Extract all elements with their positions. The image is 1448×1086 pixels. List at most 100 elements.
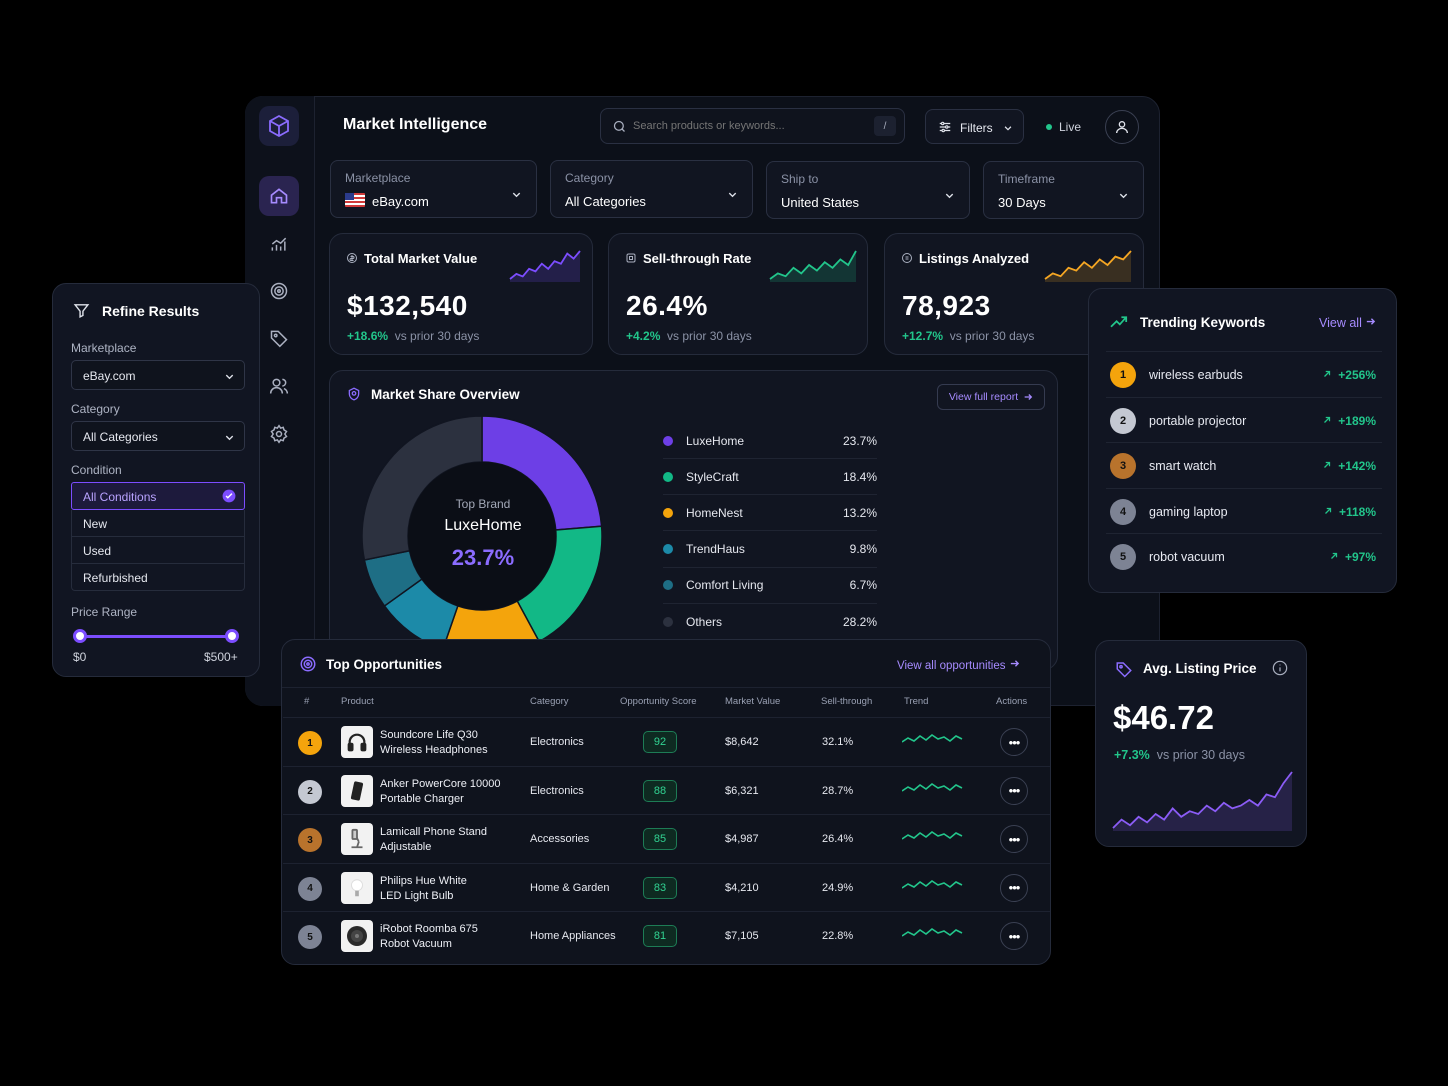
product-name-line1: Philips Hue White <box>380 874 467 887</box>
condition-label: All Conditions <box>83 490 157 504</box>
list-icon <box>902 253 912 263</box>
ship-to-select[interactable]: Ship to United States <box>766 161 970 219</box>
legend-item: HomeNest 13.2% <box>663 495 877 532</box>
keyword-item[interactable]: 3 smart watch +142% <box>1106 442 1382 488</box>
opportunities-title: Top Opportunities <box>326 657 442 672</box>
target-icon[interactable] <box>259 271 299 311</box>
more-actions-button[interactable]: ••• <box>1000 728 1028 756</box>
kpi-card-market-value: Total Market Value $132,540 +18.6% vs pr… <box>329 233 593 355</box>
legend-swatch <box>663 544 673 555</box>
live-dot <box>1046 124 1052 130</box>
arrow-right-icon <box>1024 394 1033 400</box>
kpi-change: +18.6% <box>347 329 389 343</box>
price-max-handle[interactable] <box>225 629 239 643</box>
kpi-compare: vs prior 30 days <box>667 329 752 343</box>
category-select[interactable]: Category All Categories <box>550 160 753 218</box>
info-icon[interactable] <box>1272 660 1288 676</box>
product-name[interactable]: Anker PowerCore 10000 Portable Charger <box>380 777 500 807</box>
condition-option-used[interactable]: Used <box>71 537 245 564</box>
refine-marketplace-select[interactable]: eBay.com <box>71 360 245 390</box>
timeframe-select[interactable]: Timeframe 30 Days <box>983 161 1144 219</box>
product-name-line2: Wireless Headphones <box>380 744 488 756</box>
search-icon <box>613 120 625 132</box>
product-name[interactable]: Philips Hue White LED Light Bulb <box>380 874 467 904</box>
marketplace-select[interactable]: Marketplace eBay.com <box>330 160 537 218</box>
product-category: Electronics <box>530 784 584 797</box>
legend-swatch <box>663 580 673 591</box>
tag-icon[interactable] <box>259 318 299 358</box>
column-header-score: Opportunity Score <box>620 696 697 707</box>
opportunity-score-badge: 92 <box>643 731 677 753</box>
more-actions-button[interactable]: ••• <box>1000 825 1028 853</box>
table-row[interactable]: 1 Soundcore Life Q30 Wireless Headphones … <box>283 717 1050 765</box>
keyword-item[interactable]: 5 robot vacuum +97% <box>1106 533 1382 579</box>
column-header-rank: # <box>304 696 310 707</box>
kpi-sparkline <box>1044 250 1132 282</box>
keyword-item[interactable]: 4 gaming laptop +118% <box>1106 487 1382 534</box>
legend-item: Comfort Living 6.7% <box>663 568 877 604</box>
trend-sparkline <box>902 782 963 792</box>
row-rank: 1 <box>298 731 322 755</box>
condition-option-new[interactable]: New <box>71 510 245 537</box>
legend-value: 9.8% <box>849 542 877 557</box>
arrow-up-right-icon <box>1324 416 1331 423</box>
home-icon[interactable] <box>259 176 299 216</box>
settings-icon[interactable] <box>259 414 299 454</box>
price-min-handle[interactable] <box>73 629 87 643</box>
column-header-trend: Trend <box>904 696 929 707</box>
view-full-report-button[interactable]: View full report <box>937 384 1045 410</box>
keywords-view-all[interactable]: View all <box>1319 316 1376 330</box>
analytics-icon[interactable] <box>259 224 299 264</box>
refine-category-select[interactable]: All Categories <box>71 421 245 451</box>
table-row[interactable]: 4 Philips Hue White LED Light Bulb Home &… <box>283 862 1050 911</box>
kpi-card-sell-through: Sell-through Rate 26.4% +4.2% vs prior 3… <box>608 233 868 355</box>
product-name[interactable]: iRobot Roomba 675 Robot Vacuum <box>380 922 478 952</box>
more-actions-button[interactable]: ••• <box>1000 922 1028 950</box>
price-min-value: $0 <box>73 650 87 664</box>
view-all-opportunities-link[interactable]: View all opportunities <box>897 658 1020 672</box>
search-input[interactable] <box>633 117 863 135</box>
timeframe-label: Timeframe <box>998 172 1055 186</box>
product-category: Home Appliances <box>530 930 616 942</box>
search-bar[interactable]: / <box>600 108 905 144</box>
sparkline-line <box>769 250 857 280</box>
more-actions-button[interactable]: ••• <box>1000 776 1028 805</box>
table-row[interactable]: 3 Lamicall Phone Stand Adjustable Accesso… <box>283 814 1050 862</box>
trend-sparkline <box>902 928 963 937</box>
row-rank: 3 <box>298 828 322 852</box>
keyword-change-value: +118% <box>1338 504 1376 519</box>
table-row[interactable]: 5 iRobot Roomba 675 Robot Vacuum Home App… <box>283 911 1050 959</box>
more-actions-button[interactable]: ••• <box>1000 873 1028 902</box>
user-avatar[interactable] <box>1105 110 1139 144</box>
users-icon[interactable] <box>259 366 299 406</box>
condition-option-refurbished[interactable]: Refurbished <box>71 564 245 591</box>
product-name[interactable]: Soundcore Life Q30 Wireless Headphones <box>380 728 488 758</box>
price-range-track <box>80 635 232 638</box>
category-value: All Categories <box>565 194 646 209</box>
chevron-down-icon <box>225 435 234 441</box>
marketplace-value: eBay.com <box>372 194 429 209</box>
keyword-rank: 1 <box>1110 362 1136 388</box>
keyword-change: +97% <box>1329 550 1376 564</box>
arrow-up-right-icon <box>1324 462 1331 469</box>
legend-item: Others 28.2% <box>663 604 877 640</box>
keyword-item[interactable]: 2 portable projector +189% <box>1106 396 1382 443</box>
product-name[interactable]: Lamicall Phone Stand Adjustable <box>380 825 487 855</box>
logo-icon[interactable] <box>259 106 299 146</box>
filters-button[interactable]: Filters <box>925 109 1024 144</box>
us-flag-icon <box>345 193 365 207</box>
keyword-rank: 2 <box>1110 407 1136 434</box>
charger-icon <box>341 774 373 807</box>
keyword-item[interactable]: 1 wireless earbuds +256% <box>1106 351 1382 397</box>
ship-to-label: Ship to <box>781 172 819 186</box>
opportunity-score-badge: 88 <box>643 779 677 802</box>
refine-category-value: All Categories <box>83 430 158 444</box>
column-header-actions: Actions <box>996 696 1028 707</box>
condition-option-all[interactable]: All Conditions <box>71 482 245 510</box>
sell-through: 28.7% <box>822 784 854 797</box>
opportunity-score-badge: 83 <box>643 876 677 899</box>
product-category: Electronics <box>530 736 584 748</box>
product-category: Accessories <box>530 833 590 845</box>
donut-value: 23.7% <box>451 545 515 570</box>
table-row[interactable]: 2 Anker PowerCore 10000 Portable Charger … <box>283 765 1050 814</box>
